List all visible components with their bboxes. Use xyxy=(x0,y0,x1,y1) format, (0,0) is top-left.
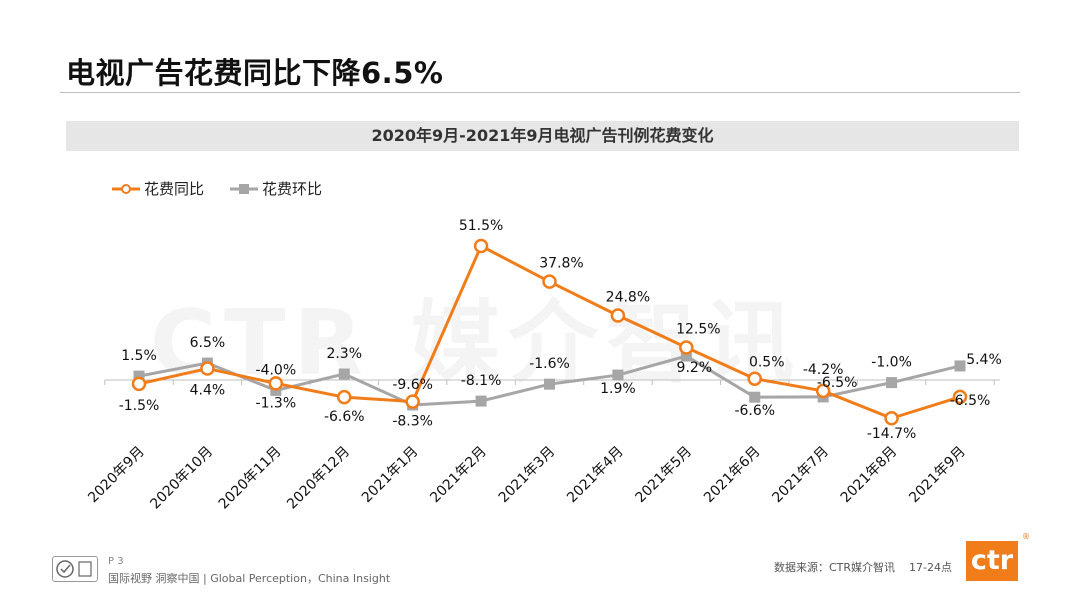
data-label-yoy: -1.5% xyxy=(119,398,160,414)
page-number: P 3 xyxy=(108,556,124,567)
data-label-yoy: 4.4% xyxy=(190,383,226,399)
data-label-mom: -6.5% xyxy=(817,375,858,391)
data-label-yoy: 0.5% xyxy=(749,355,785,371)
data-point-mom xyxy=(338,368,350,380)
x-tick-label: 2020年10月 xyxy=(147,444,216,513)
legend-label-mom: 花费环比 xyxy=(262,180,323,198)
data-point-mom xyxy=(749,391,761,403)
data-label-mom: -6.6% xyxy=(734,403,775,419)
series-line-yoy xyxy=(138,244,961,420)
x-tick-label: 2021年9月 xyxy=(906,444,969,507)
data-point-mom xyxy=(886,377,898,389)
data-point-mom xyxy=(544,378,555,390)
data-label-yoy: -1.3% xyxy=(256,395,297,411)
ctr-logo: ctr xyxy=(966,541,1018,581)
x-tick-label: 2020年9月 xyxy=(85,444,148,507)
data-point-mom xyxy=(612,369,624,381)
x-tick-label: 2021年8月 xyxy=(838,444,901,507)
data-label-mom: -8.1% xyxy=(461,373,502,389)
data-point-yoy xyxy=(542,274,557,289)
data-label-yoy: 51.5% xyxy=(459,218,503,234)
data-point-yoy xyxy=(131,376,147,392)
data-point-yoy xyxy=(405,394,420,409)
data-label-yoy: -6.6% xyxy=(324,409,365,425)
data-point-yoy xyxy=(337,389,352,405)
x-tick-label: 2021年6月 xyxy=(701,444,764,507)
data-label-mom: 1.5% xyxy=(121,348,157,364)
data-point-yoy xyxy=(473,238,489,254)
x-tick-label: 2021年2月 xyxy=(427,444,490,507)
chart-title: 2020年9月-2021年9月电视广告刊例花费变化 xyxy=(66,121,1019,151)
data-label-mom: -9.6% xyxy=(392,377,433,393)
x-tick-label: 2021年4月 xyxy=(564,444,627,507)
data-point-yoy xyxy=(679,340,694,355)
x-tick-label: 2020年11月 xyxy=(216,444,285,513)
legend-entry-yoy: 花费同比 xyxy=(112,178,204,199)
legend-swatch-mom xyxy=(230,183,259,194)
data-point-yoy xyxy=(884,410,899,426)
data-point-yoy xyxy=(815,383,831,399)
data-label-yoy: 24.8% xyxy=(606,289,650,305)
data-label-yoy: 12.5% xyxy=(676,321,720,337)
x-tick-label: 2020年12月 xyxy=(284,444,353,513)
data-label-yoy: -8.3% xyxy=(392,414,433,430)
data-point-yoy xyxy=(268,376,284,391)
chart-legend: 花费同比 花费环比 xyxy=(112,178,322,199)
x-tick-label: 2021年1月 xyxy=(359,444,422,507)
registered-mark-icon: ® xyxy=(1022,532,1030,541)
data-label-yoy: -4.2% xyxy=(803,362,844,378)
data-point-mom xyxy=(475,395,487,407)
data-point-yoy xyxy=(952,389,968,405)
legend-label-yoy: 花费同比 xyxy=(144,180,205,198)
data-source: 数据来源：CTR媒介智讯 xyxy=(773,561,896,574)
data-point-yoy xyxy=(747,371,762,386)
footer-tagline: 国际视野 洞察中国 | Global Perception，China Insi… xyxy=(108,572,391,585)
data-point-mom xyxy=(680,350,692,362)
x-tick-label: 2021年5月 xyxy=(633,444,696,507)
data-label-mom: 2.3% xyxy=(326,346,362,362)
data-label-yoy: 37.8% xyxy=(539,256,583,272)
data-point-yoy xyxy=(200,361,215,376)
data-point-mom xyxy=(133,370,145,382)
page-title: 电视广告花费同比下降6.5% xyxy=(66,56,444,90)
data-label-mom: -4.0% xyxy=(256,362,297,378)
legend-entry-mom: 花费环比 xyxy=(230,178,322,199)
data-label-mom: 6.5% xyxy=(190,335,226,351)
x-tick-label: 2021年3月 xyxy=(496,444,559,507)
data-point-yoy xyxy=(610,308,626,323)
data-label-yoy: -14.7% xyxy=(867,426,917,442)
data-label-mom: 5.4% xyxy=(966,352,1002,368)
data-point-mom xyxy=(954,360,966,372)
data-label-mom: 1.9% xyxy=(600,381,636,397)
footer-source: 数据来源：CTR媒介智讯 17-24点 xyxy=(774,559,952,575)
data-label-mom: -1.6% xyxy=(529,356,570,372)
time-range: 17-24点 xyxy=(909,561,952,574)
x-tick-label: 2021年7月 xyxy=(769,444,832,507)
data-label-mom: -1.0% xyxy=(871,355,912,371)
data-label-mom: 9.2% xyxy=(677,360,713,376)
title-divider xyxy=(60,92,1020,93)
data-label-yoy: -6.5% xyxy=(950,393,991,409)
legend-swatch-yoy xyxy=(112,183,140,194)
footer-certification-logo xyxy=(52,556,98,582)
